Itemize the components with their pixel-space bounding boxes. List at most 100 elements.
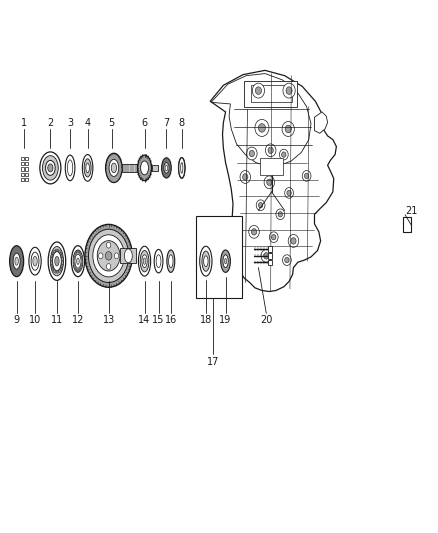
Ellipse shape [124, 249, 132, 263]
Ellipse shape [267, 179, 272, 185]
Ellipse shape [60, 267, 62, 270]
Ellipse shape [77, 258, 79, 264]
Ellipse shape [59, 269, 60, 272]
Text: 9: 9 [14, 315, 20, 325]
Ellipse shape [111, 163, 117, 173]
Ellipse shape [272, 235, 276, 240]
Ellipse shape [283, 83, 295, 98]
Text: 20: 20 [260, 315, 272, 325]
Text: 4: 4 [85, 118, 91, 127]
Ellipse shape [302, 171, 311, 181]
Bar [25, 178, 28, 181]
Ellipse shape [55, 270, 57, 273]
Bar [120, 248, 136, 263]
Ellipse shape [55, 256, 59, 266]
Ellipse shape [140, 251, 149, 272]
Text: 16: 16 [165, 315, 177, 325]
Ellipse shape [255, 119, 269, 136]
Polygon shape [210, 70, 336, 292]
Ellipse shape [75, 252, 76, 254]
Ellipse shape [282, 152, 286, 157]
Ellipse shape [106, 153, 122, 182]
Ellipse shape [84, 159, 91, 177]
Ellipse shape [247, 147, 257, 160]
Ellipse shape [57, 270, 59, 273]
Text: 8: 8 [179, 118, 185, 127]
Ellipse shape [10, 246, 24, 277]
Ellipse shape [61, 254, 63, 257]
Ellipse shape [74, 254, 75, 256]
Ellipse shape [99, 253, 103, 259]
Ellipse shape [138, 155, 152, 181]
Ellipse shape [142, 255, 147, 268]
Ellipse shape [179, 158, 185, 178]
Ellipse shape [62, 257, 64, 261]
Bar [21, 178, 24, 181]
Ellipse shape [29, 247, 41, 275]
Ellipse shape [105, 252, 112, 260]
Ellipse shape [81, 257, 83, 260]
Ellipse shape [264, 176, 275, 189]
Bar [21, 167, 24, 171]
Ellipse shape [268, 147, 273, 154]
Ellipse shape [55, 249, 57, 252]
Ellipse shape [42, 156, 58, 180]
Ellipse shape [162, 158, 171, 178]
Ellipse shape [114, 253, 119, 259]
Ellipse shape [51, 254, 53, 257]
Text: 11: 11 [51, 315, 63, 325]
Ellipse shape [73, 263, 74, 265]
Ellipse shape [283, 255, 291, 265]
Ellipse shape [77, 251, 78, 253]
Ellipse shape [264, 253, 269, 259]
Ellipse shape [33, 256, 37, 266]
Text: 10: 10 [29, 315, 41, 325]
Ellipse shape [258, 203, 263, 208]
Text: 5: 5 [109, 118, 115, 127]
Ellipse shape [48, 242, 66, 280]
Ellipse shape [97, 241, 120, 271]
Text: 13: 13 [102, 315, 115, 325]
Ellipse shape [75, 254, 81, 268]
Bar [251, 85, 292, 102]
Ellipse shape [52, 252, 54, 255]
Ellipse shape [141, 161, 148, 175]
Ellipse shape [164, 163, 169, 173]
Ellipse shape [86, 163, 89, 173]
Ellipse shape [224, 259, 227, 264]
Text: 7: 7 [163, 118, 170, 127]
Bar [25, 167, 28, 171]
Text: 3: 3 [67, 118, 73, 127]
Ellipse shape [50, 246, 64, 276]
Ellipse shape [77, 269, 78, 272]
Ellipse shape [52, 267, 54, 270]
Ellipse shape [61, 265, 63, 268]
Ellipse shape [67, 160, 73, 176]
Ellipse shape [204, 256, 208, 266]
Ellipse shape [291, 238, 296, 244]
Text: 2: 2 [47, 118, 53, 127]
Text: 1: 1 [21, 118, 27, 127]
Ellipse shape [287, 190, 291, 196]
Ellipse shape [156, 255, 161, 268]
Ellipse shape [78, 251, 79, 253]
Ellipse shape [65, 155, 75, 181]
Text: 19: 19 [219, 315, 232, 325]
Ellipse shape [53, 250, 55, 253]
Text: 15: 15 [152, 315, 165, 325]
Ellipse shape [261, 249, 272, 262]
Ellipse shape [180, 163, 183, 173]
Ellipse shape [78, 269, 79, 272]
Ellipse shape [53, 252, 61, 271]
Ellipse shape [51, 265, 53, 268]
Bar [268, 246, 272, 252]
Ellipse shape [252, 83, 265, 98]
Bar [403, 217, 411, 232]
Ellipse shape [40, 152, 61, 184]
Ellipse shape [249, 225, 259, 238]
Ellipse shape [57, 249, 59, 252]
Ellipse shape [109, 159, 119, 176]
Bar [122, 164, 140, 172]
Ellipse shape [60, 252, 62, 255]
Ellipse shape [106, 242, 111, 248]
